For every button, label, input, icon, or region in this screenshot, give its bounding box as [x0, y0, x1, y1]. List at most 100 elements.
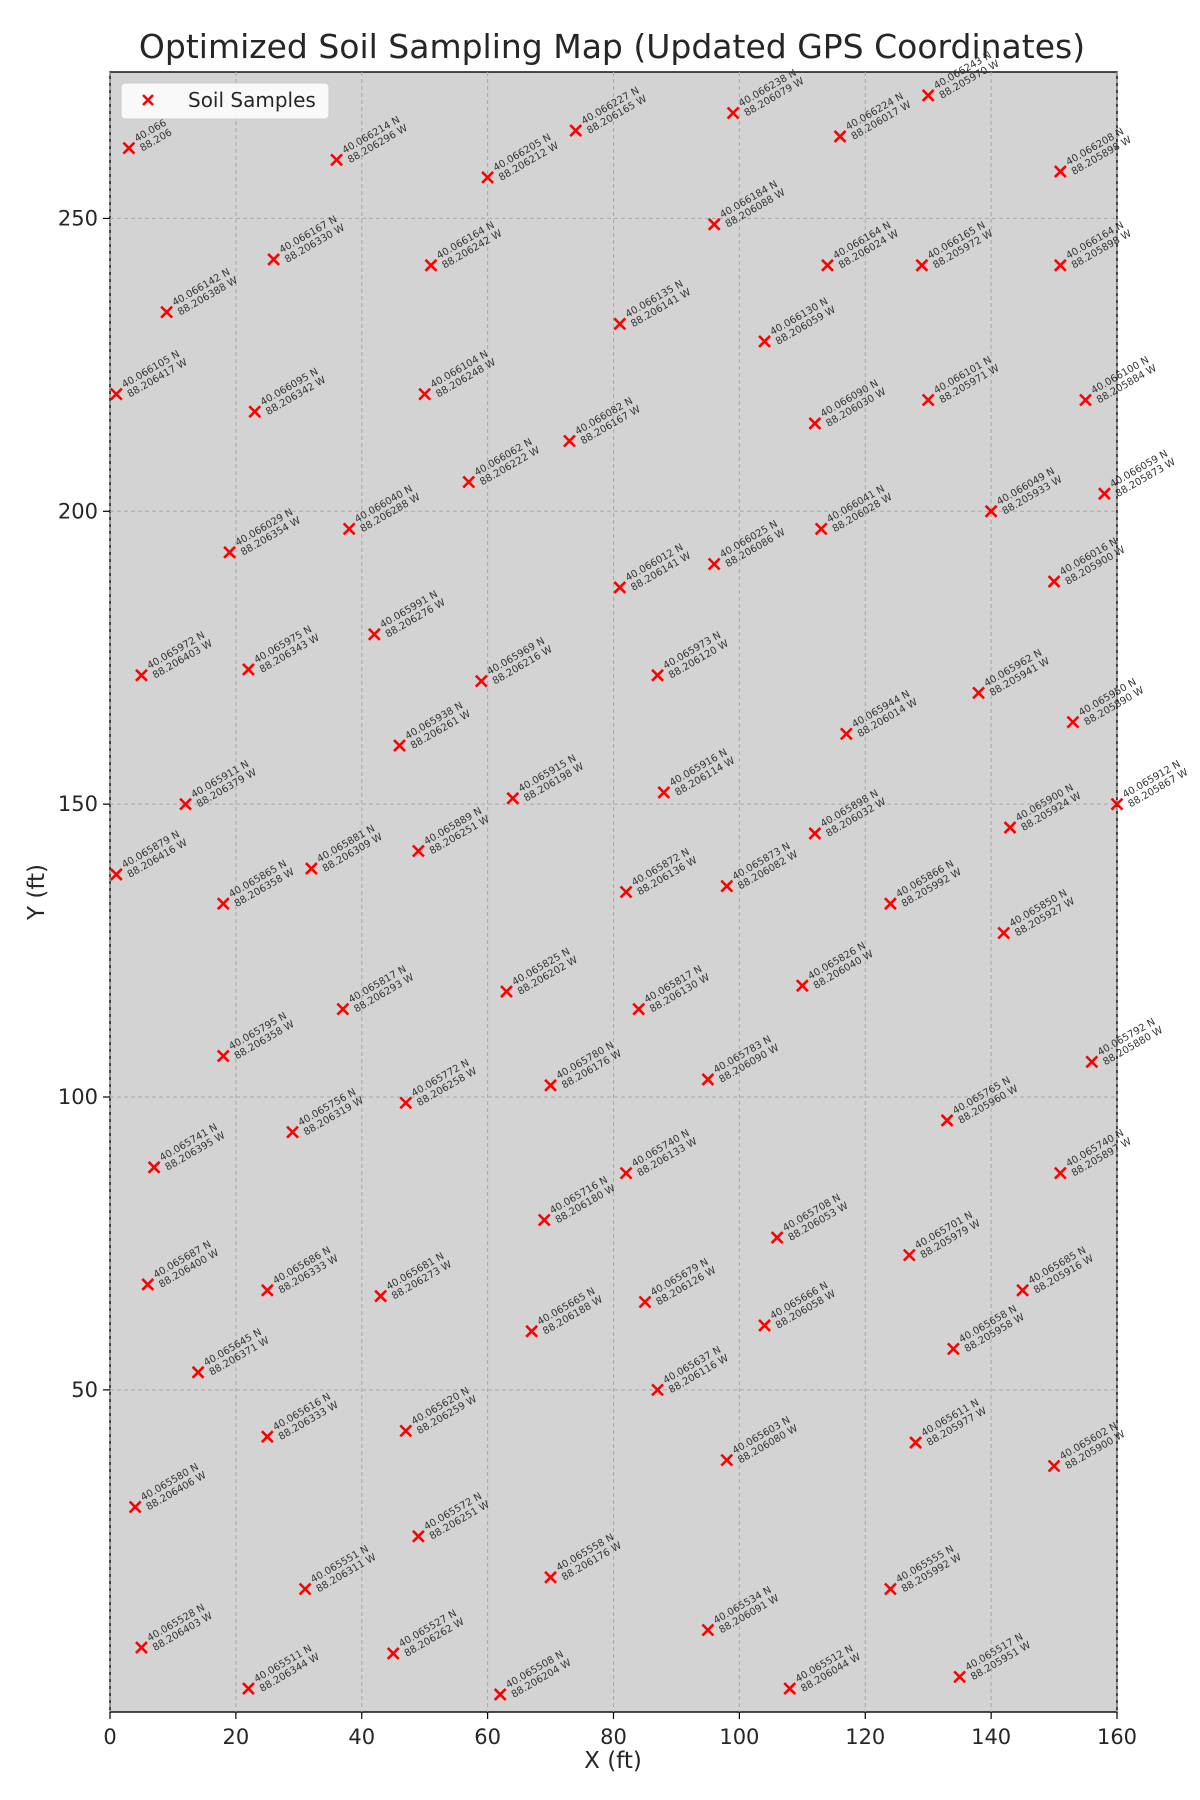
sample-point: [135, 668, 148, 682]
sample-point: [915, 258, 929, 272]
sample-point: [701, 1623, 715, 1637]
sample-point: [242, 1682, 255, 1695]
sample-point: [525, 1324, 539, 1338]
sample-point: [462, 475, 476, 489]
sample-point: [147, 1160, 161, 1174]
sample-point: [563, 434, 576, 448]
sample-point: [109, 868, 123, 881]
sample-point: [367, 627, 381, 641]
sample-point: [286, 1125, 299, 1139]
sample-point: [783, 1682, 797, 1695]
x-tick-label: 80: [600, 1725, 627, 1749]
sample-point: [216, 1049, 230, 1063]
sample-point: [839, 727, 853, 741]
sample-point: [1085, 1055, 1099, 1069]
sample-point: [481, 171, 495, 184]
sample-point: [493, 1688, 507, 1701]
sample-point: [544, 1570, 557, 1584]
grid-lines: [109, 72, 1118, 1712]
legend-box: [120, 82, 330, 120]
sample-point: [242, 663, 255, 676]
sample-point: [707, 557, 721, 571]
sample-point: [651, 668, 664, 682]
sample-point: [544, 1078, 557, 1092]
data-points: [109, 89, 1124, 1701]
sample-point: [109, 387, 123, 401]
legend-label: Soil Samples: [188, 88, 316, 112]
sample-point: [651, 1383, 664, 1397]
sample-point: [1047, 575, 1061, 588]
sample-point: [953, 1670, 967, 1684]
sample-point: [720, 1453, 734, 1467]
y-tick-label: 50: [71, 1378, 98, 1402]
sample-point: [921, 393, 935, 407]
sample-point: [638, 1295, 652, 1309]
x-tick-label: 0: [103, 1725, 116, 1749]
y-tick-label: 100: [58, 1085, 98, 1109]
x-tick-label: 120: [845, 1725, 885, 1749]
sample-point: [613, 581, 627, 594]
x-tick-label: 60: [474, 1725, 501, 1749]
sample-point: [613, 317, 627, 331]
sample-point: [506, 791, 520, 805]
sample-point: [260, 1430, 274, 1444]
sample-point: [267, 253, 281, 266]
x-tick-label: 20: [223, 1725, 250, 1749]
sample-point: [946, 1342, 960, 1356]
x-tick-label: 140: [971, 1725, 1011, 1749]
sample-point: [342, 522, 356, 536]
y-tick-label: 150: [58, 792, 98, 816]
sample-point: [191, 1365, 205, 1379]
sample-point: [1097, 487, 1111, 501]
sample-point: [135, 1641, 148, 1654]
y-axis-label: Y (ft): [24, 864, 50, 921]
sample-point: [386, 1647, 400, 1660]
sample-point: [418, 387, 432, 401]
sample-point: [758, 335, 771, 348]
sample-coordinate-label: 40.066059 N88.205873 W: [1108, 447, 1177, 500]
sample-point: [720, 879, 734, 893]
x-axis: 0 20 40 60 80 100 120 140 160: [103, 1712, 1137, 1749]
sample-point: [393, 739, 406, 752]
sample-point: [1003, 821, 1017, 834]
sample-point: [902, 1248, 916, 1262]
sample-point: [260, 1283, 274, 1297]
y-tick-label: 250: [58, 206, 98, 230]
sample-point: [632, 1002, 646, 1016]
sample-point: [399, 1096, 413, 1110]
sample-point: [1053, 1166, 1067, 1180]
sample-point: [1079, 393, 1092, 407]
sample-point: [821, 258, 834, 272]
legend: Soil Samples: [120, 82, 330, 120]
sample-point: [399, 1424, 413, 1438]
sample-point: [657, 786, 671, 799]
sample-point: [940, 1114, 954, 1127]
sample-point: [160, 305, 174, 319]
sample-point: [701, 1073, 715, 1086]
chart-title: Optimized Soil Sampling Map (Updated GPS…: [139, 27, 1085, 66]
sample-point: [569, 124, 583, 137]
sample-point: [619, 885, 633, 899]
x-axis-label: X (ft): [584, 1748, 642, 1774]
sample-point: [707, 217, 721, 231]
sample-point: [770, 1231, 784, 1244]
sample-point: [474, 674, 488, 688]
sample-point: [128, 1500, 142, 1514]
sample-point: [972, 686, 985, 700]
sample-point: [1110, 797, 1124, 811]
sample-point: [1016, 1283, 1030, 1297]
sample-point: [997, 926, 1011, 940]
sample-point: [619, 1166, 633, 1180]
sample-point: [336, 1002, 350, 1016]
sample-point: [808, 417, 822, 430]
sample-point: [795, 979, 809, 993]
sample-point: [122, 141, 136, 155]
sample-point: [411, 844, 425, 858]
sample-point: [374, 1289, 388, 1303]
sample-point: [223, 545, 237, 559]
legend-marker: [142, 94, 154, 106]
sample-coordinate-label: 40.065912 N88.205867 W: [1121, 758, 1190, 811]
sample-point: [141, 1278, 155, 1291]
sample-point: [884, 1582, 897, 1596]
sample-point: [179, 797, 192, 811]
